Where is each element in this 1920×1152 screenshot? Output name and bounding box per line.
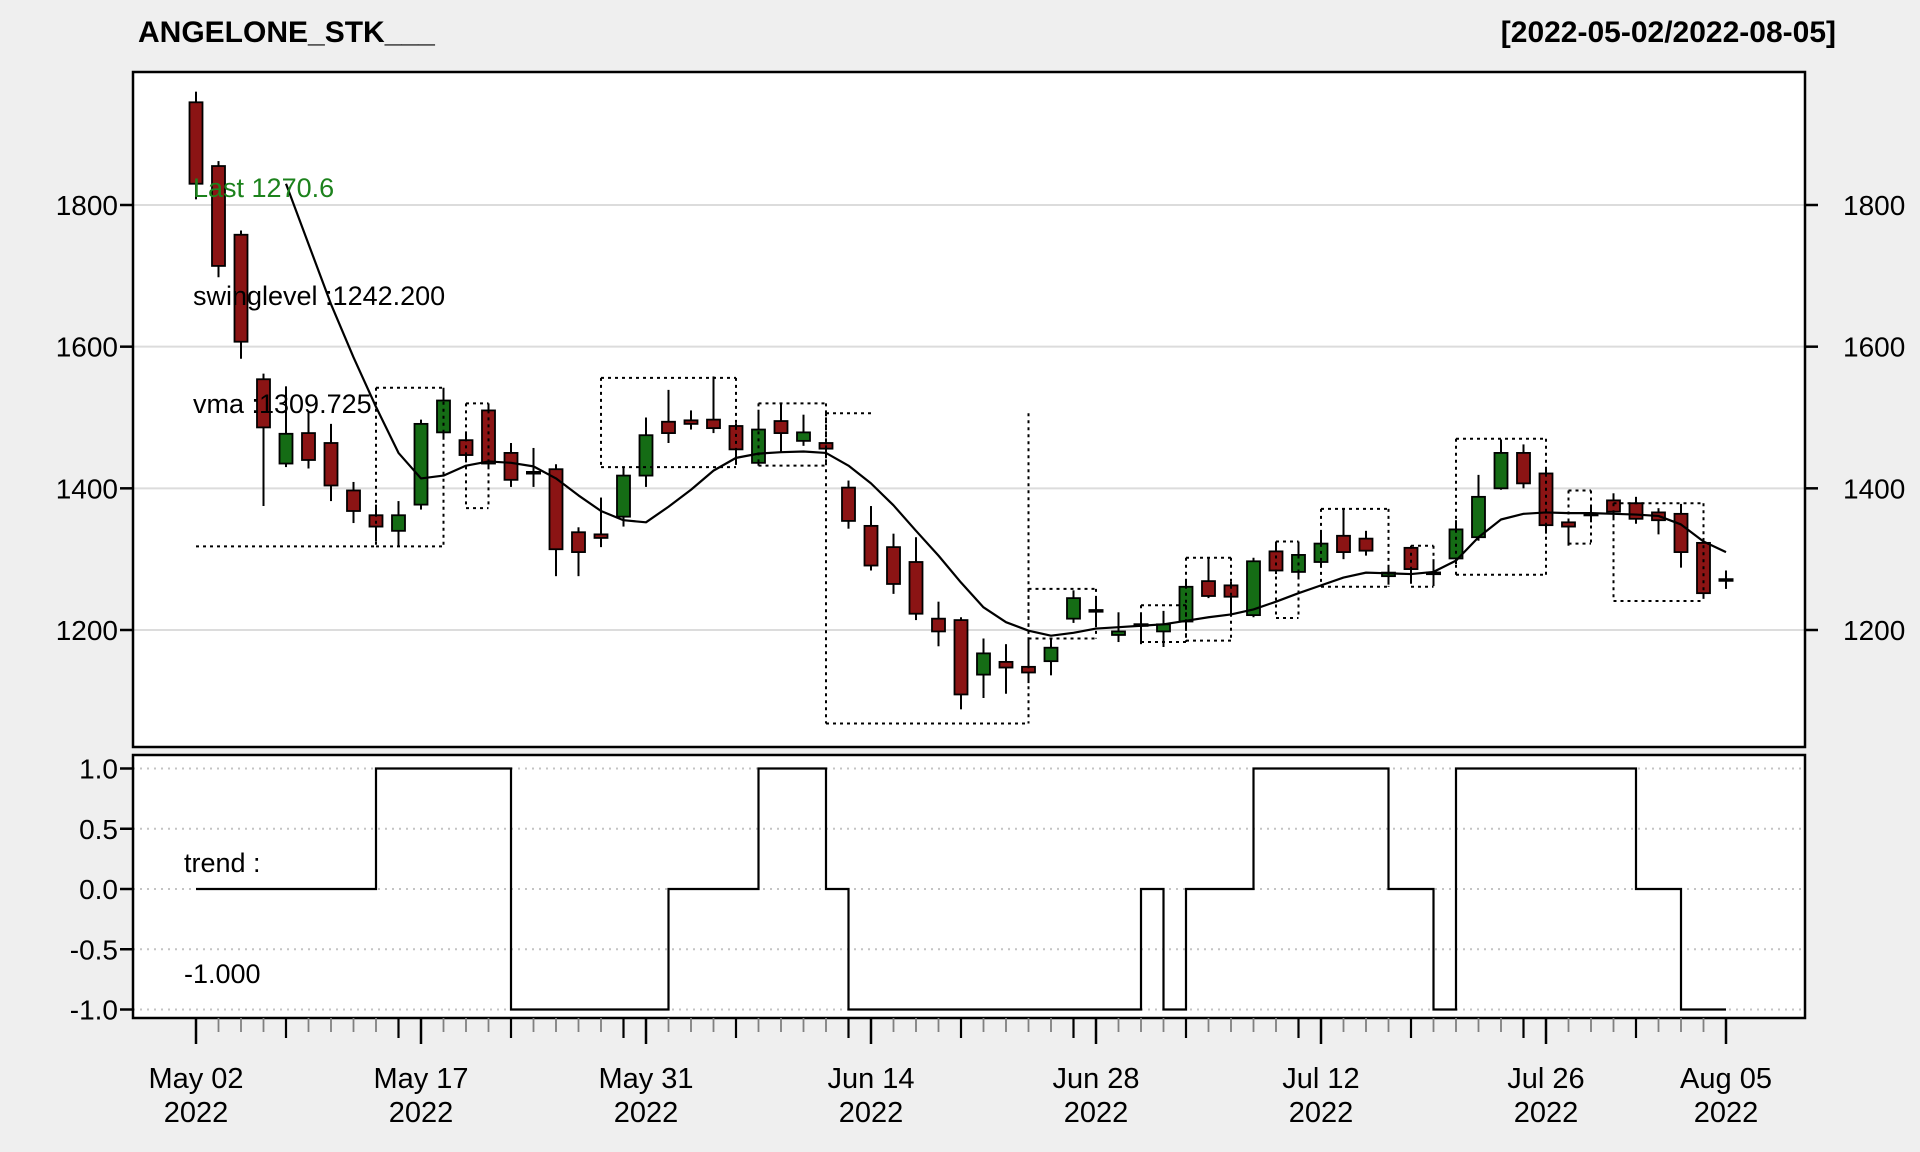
candle-body-down	[1358, 537, 1374, 552]
candle-body-down	[503, 452, 519, 481]
date-range-label: [2022-05-02/2022-08-05]	[1500, 16, 1836, 49]
trend-step-line	[196, 767, 1726, 1011]
candle-body-up	[1246, 560, 1261, 617]
legend-swinglevel-value: swinglevel :1242.200	[193, 281, 446, 311]
candle-body-up	[413, 422, 429, 506]
candle-body-down	[773, 420, 789, 434]
trend-label: trend :	[184, 848, 261, 878]
candle-body-down	[1201, 580, 1216, 597]
y-axis-label-right: 1200	[1843, 615, 1905, 646]
trend-panel-frame	[131, 753, 1807, 1020]
candle-body-down	[301, 432, 316, 461]
candle-body-up	[1111, 630, 1126, 636]
x-axis-label-year: 2022	[389, 1097, 454, 1129]
candle-body-up	[616, 474, 631, 518]
x-axis-label-year: 2022	[1064, 1097, 1129, 1129]
candle-body-down	[1268, 550, 1284, 572]
candle-body-down	[661, 420, 676, 434]
y-axis-label-right: 1600	[1843, 332, 1905, 363]
y-axis-label-left: 1600	[56, 332, 118, 363]
candle-body-down	[593, 533, 609, 539]
candle-body-down	[863, 524, 879, 567]
candle-body-down	[841, 486, 856, 522]
y-axis-label-left: 1800	[56, 190, 118, 221]
x-axis-label-date: Jul 12	[1282, 1063, 1359, 1095]
trend-panel-bg	[133, 755, 1805, 1018]
x-axis-label-date: Jun 28	[1052, 1063, 1139, 1095]
candle-body-down	[1403, 546, 1419, 570]
x-axis-label-year: 2022	[614, 1097, 679, 1129]
candle-body-down	[931, 617, 946, 633]
vma-line	[284, 183, 1727, 637]
candle-body-down	[188, 101, 204, 185]
x-axis-label-date: May 02	[148, 1063, 243, 1095]
x-axis-label-year: 2022	[1289, 1097, 1354, 1129]
candle-body-down	[1336, 534, 1351, 553]
x-axis-label-date: Jun 14	[827, 1063, 914, 1095]
candle-body-down	[346, 489, 361, 512]
candle-body-down	[886, 546, 901, 585]
legend-vma-value: vma :1309.725	[193, 389, 372, 419]
main-panel-bg	[133, 72, 1805, 747]
candle-body-down	[683, 419, 699, 425]
candle-body-down	[1673, 512, 1689, 553]
trend-axis-label: 0.5	[79, 814, 118, 845]
y-axis-label-right: 1400	[1843, 473, 1905, 504]
candle-body-up	[796, 431, 811, 442]
x-axis-label-date: May 31	[598, 1063, 693, 1095]
candle-body-down	[1516, 452, 1531, 485]
trend-axis-label: 0.0	[79, 874, 118, 905]
y-axis-label-left: 1200	[56, 615, 118, 646]
candle-body-up	[1493, 452, 1509, 490]
legend-last-value: Last 1270.6	[193, 173, 335, 203]
trend-axis-label: 1.0	[79, 754, 118, 785]
candle-body-up	[1066, 597, 1081, 620]
candle-body-down	[998, 660, 1014, 669]
y-axis-label-left: 1400	[56, 473, 118, 504]
candle-body-up	[976, 652, 991, 676]
x-axis-label-date: Aug 05	[1680, 1063, 1772, 1095]
candle-body-up	[391, 514, 406, 532]
x-axis-label-year: 2022	[839, 1097, 904, 1129]
x-axis-label-date: Jul 26	[1507, 1063, 1584, 1095]
trend-axis-label: -0.5	[70, 934, 118, 965]
x-axis-label-year: 2022	[1694, 1097, 1759, 1129]
chart-title: ANGELONE_STK___	[138, 16, 435, 49]
candle-body-down	[1628, 502, 1644, 520]
legend-block: Last 1270.6 swinglevel :1242.200 vma :13…	[193, 98, 445, 494]
x-axis-label-year: 2022	[164, 1097, 229, 1129]
candle-body-down	[233, 233, 249, 343]
candle-body-down	[1223, 584, 1239, 598]
candle-body-down	[571, 531, 586, 553]
candle-body-down	[256, 378, 271, 429]
candle-body-down	[908, 561, 924, 615]
candle-body-down	[211, 165, 226, 267]
candle-body-down	[953, 619, 969, 696]
x-axis-label-date: May 17	[373, 1063, 468, 1095]
x-axis-label-year: 2022	[1514, 1097, 1579, 1129]
trend-label-block: trend : -1.000	[184, 771, 261, 1067]
trend-axis-label: -1.0	[70, 995, 118, 1026]
candle-body-up	[278, 432, 294, 465]
trend-last-value: -1.000	[184, 959, 261, 989]
y-axis-label-right: 1800	[1843, 190, 1905, 221]
main-panel-frame	[131, 70, 1807, 749]
candle-body-down	[548, 468, 564, 551]
candle-body-up	[638, 434, 654, 477]
candle-body-up	[1471, 495, 1486, 539]
candle-body-down	[706, 418, 721, 430]
candle-body-down	[323, 442, 339, 487]
candle-body-up	[1043, 646, 1059, 663]
